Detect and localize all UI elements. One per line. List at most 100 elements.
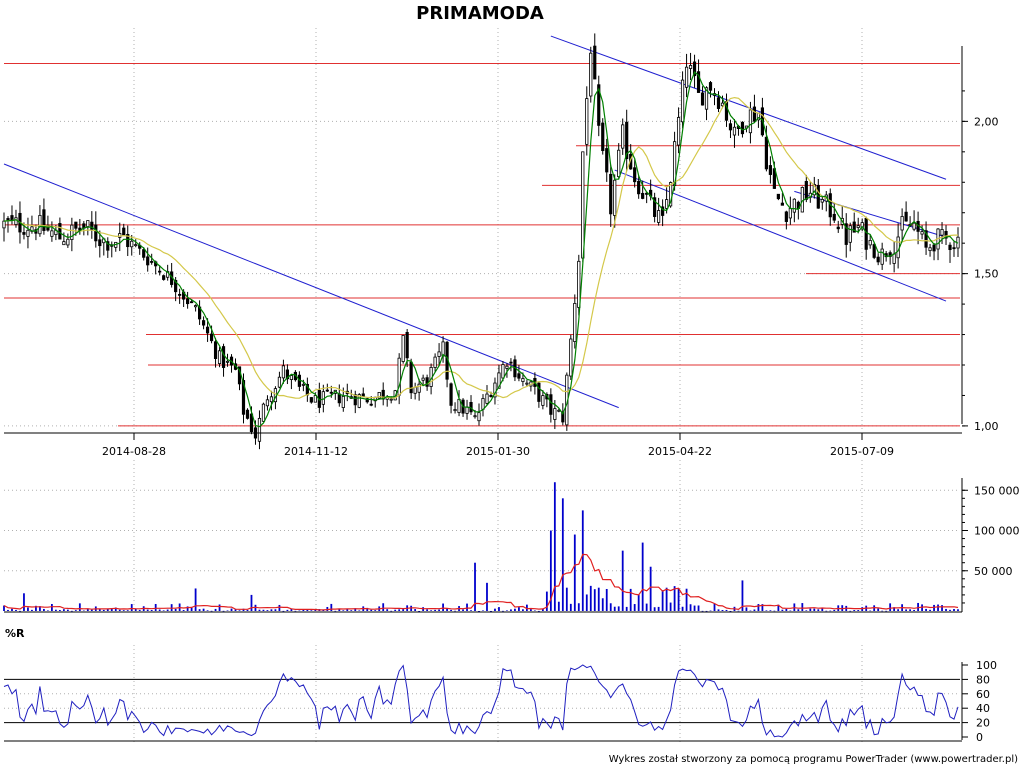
candle-body	[625, 121, 629, 160]
volume-bar	[54, 609, 57, 611]
volume-bar	[621, 550, 624, 611]
candle-body	[437, 351, 441, 357]
candle-body	[940, 229, 944, 236]
volume-bar	[414, 609, 417, 611]
candle-body	[341, 396, 345, 408]
candle-body	[780, 202, 784, 206]
volume-bar	[929, 609, 931, 611]
candle-body	[549, 394, 553, 415]
volume-bar	[597, 587, 600, 611]
candle-body	[665, 199, 669, 209]
price-tick-label: 2,00	[974, 115, 999, 128]
volume-bar	[506, 610, 508, 611]
volume-bar	[11, 608, 13, 611]
volume-bar	[541, 608, 544, 611]
volume-bar	[358, 610, 361, 611]
volume-bar	[713, 603, 716, 611]
volume-bar	[941, 605, 943, 611]
candle-body	[581, 151, 585, 259]
volume-bar	[334, 610, 337, 612]
volume-bar	[186, 606, 189, 611]
volume-bar	[39, 606, 41, 611]
candle-body	[521, 378, 525, 382]
volume-bar	[709, 610, 712, 612]
volume-bar	[629, 588, 632, 611]
volume-bar	[310, 610, 313, 611]
candle-body	[225, 360, 230, 363]
candle-body	[613, 179, 617, 216]
candle-body	[413, 386, 417, 394]
date-tick-label: 2015-04-22	[648, 445, 712, 458]
volume-bar	[78, 603, 81, 611]
volume-bar	[801, 603, 804, 611]
volume-bar	[162, 610, 165, 611]
volume-bar	[394, 609, 397, 611]
volume-bar	[777, 604, 780, 611]
volume-bar	[510, 609, 512, 611]
candle-body	[58, 223, 62, 240]
volume-bar	[82, 610, 85, 612]
candle-body	[597, 84, 601, 126]
volume-bar	[498, 607, 500, 611]
candle-body	[569, 338, 573, 377]
volume-bar	[134, 609, 137, 611]
volume-bar	[725, 609, 728, 611]
volume-bar	[502, 610, 504, 612]
wr-tick-label: 40	[976, 702, 990, 715]
volume-bar	[330, 603, 333, 611]
volume-bar	[138, 609, 141, 611]
volume-bar	[685, 588, 688, 611]
candle-body	[804, 180, 808, 200]
candle-body	[944, 231, 948, 239]
volume-bar	[454, 610, 456, 612]
volume-bar	[957, 609, 959, 611]
volume-bar	[202, 608, 205, 611]
price-panel: 1,00 1,50 2,00 2014-08-28 2014-11-12 2015-01…	[2, 28, 999, 458]
candle-body	[617, 149, 621, 178]
candle-body	[441, 341, 445, 357]
volume-bar	[206, 610, 209, 611]
date-tick-label: 2014-11-12	[284, 445, 348, 458]
volume-bar	[122, 610, 125, 611]
volume-bar	[3, 605, 5, 611]
wr-tick-label: 80	[976, 673, 990, 686]
candle-body	[928, 247, 932, 251]
candle-body	[633, 167, 637, 183]
candle-body	[836, 226, 840, 230]
candle-body	[174, 280, 178, 293]
volume-bar	[306, 609, 309, 611]
volume-bar	[250, 594, 253, 611]
candle-body	[325, 389, 329, 392]
volume-bar	[813, 608, 816, 611]
volume-bar	[51, 604, 53, 611]
volume-bar	[617, 606, 620, 611]
candle-body	[609, 173, 613, 215]
candle-body	[50, 230, 54, 237]
candle-body	[900, 216, 904, 231]
volume-bar	[869, 610, 872, 612]
volume-bar	[246, 609, 249, 611]
volume-bar	[665, 587, 668, 611]
volume-bar	[426, 609, 429, 611]
price-axis: 1,00 1,50 2,00	[961, 46, 999, 433]
volume-bar	[390, 610, 393, 612]
volume-bar	[613, 606, 616, 611]
candle-body	[517, 373, 521, 379]
candle-body	[696, 71, 701, 93]
candle-body	[190, 301, 194, 304]
candle-body	[377, 391, 381, 399]
volume-bar	[529, 609, 532, 611]
candle-body	[872, 244, 876, 258]
volume-bar	[47, 610, 49, 611]
candle-body	[186, 298, 190, 305]
volume-bar	[829, 610, 832, 612]
candle-body	[605, 148, 609, 173]
volume-bar	[937, 604, 939, 611]
candle-body	[281, 365, 286, 379]
volume-bar	[757, 604, 760, 611]
volume-bar	[450, 609, 452, 611]
candle-body	[561, 411, 565, 423]
candle-body	[541, 395, 545, 406]
volume-bar	[210, 610, 213, 612]
candle-body	[217, 350, 222, 364]
